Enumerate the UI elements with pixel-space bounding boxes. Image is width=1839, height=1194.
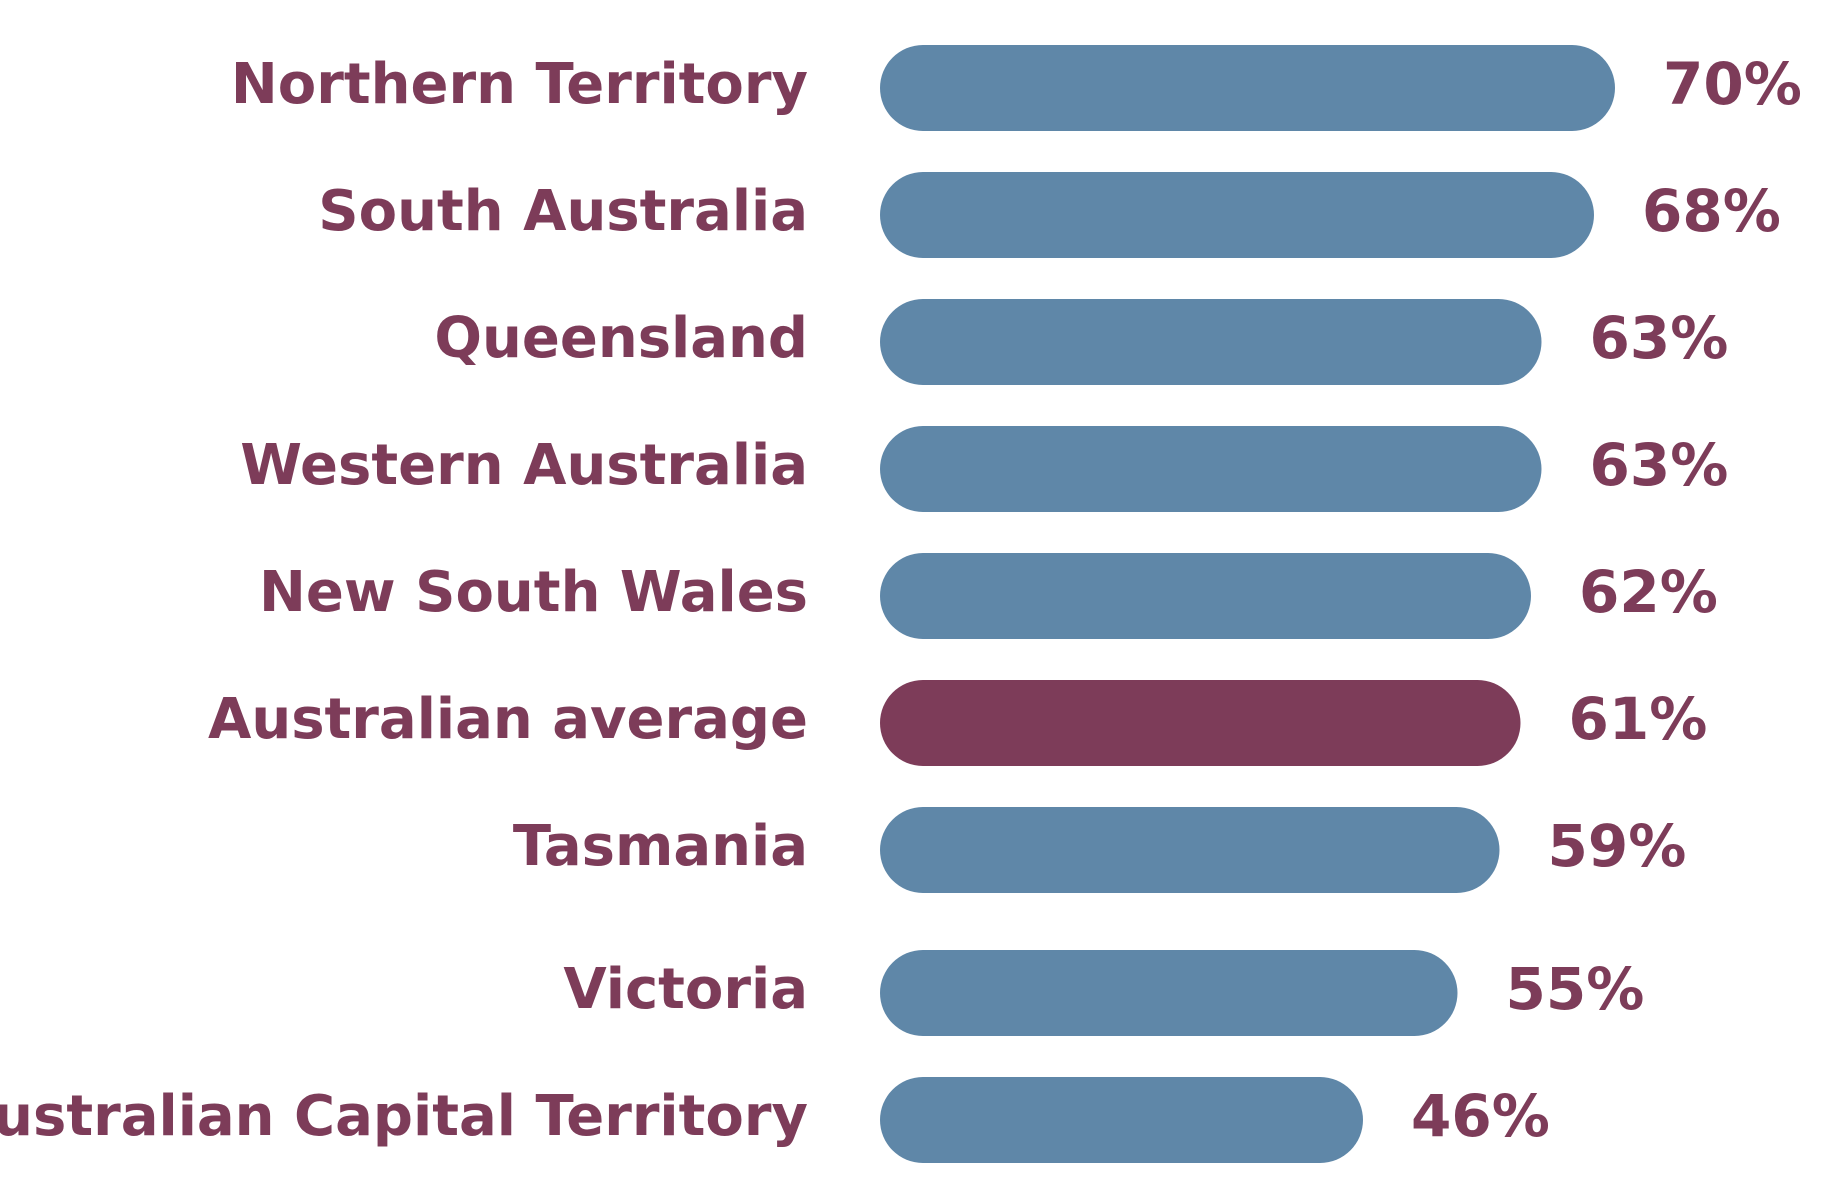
value-label-victoria: 55% — [1506, 955, 1645, 1023]
category-label-new-south-wales: New South Wales — [259, 560, 808, 625]
category-label-tasmania: Tasmania — [513, 814, 808, 879]
category-label-queensland: Queensland — [434, 306, 808, 371]
category-label-south-australia: South Australia — [318, 179, 808, 244]
value-label-australian-capital-territory: 46% — [1411, 1082, 1550, 1150]
value-label-northern-territory: 70% — [1663, 50, 1802, 118]
value-label-new-south-wales: 62% — [1579, 558, 1718, 626]
category-label-western-australia: Western Australia — [240, 433, 808, 498]
value-label-tasmania: 59% — [1548, 812, 1687, 880]
bar-northern-territory — [880, 45, 1615, 131]
category-label-australian-capital-territory: Australian Capital Territory — [0, 1084, 808, 1149]
bar-south-australia — [880, 172, 1594, 258]
value-label-australian-average: 61% — [1569, 685, 1708, 753]
bar-victoria — [880, 950, 1458, 1036]
category-label-australian-average: Australian average — [208, 687, 808, 752]
bar-australian-capital-territory — [880, 1077, 1363, 1163]
value-label-south-australia: 68% — [1642, 177, 1781, 245]
value-label-queensland: 63% — [1590, 304, 1729, 372]
bar-queensland — [880, 299, 1542, 385]
category-label-northern-territory: Northern Territory — [231, 52, 808, 117]
value-label-western-australia: 63% — [1590, 431, 1729, 499]
bar-new-south-wales — [880, 553, 1531, 639]
bar-australian-average — [880, 680, 1521, 766]
bar-western-australia — [880, 426, 1542, 512]
category-label-victoria: Victoria — [563, 957, 808, 1022]
bar-tasmania — [880, 807, 1500, 893]
